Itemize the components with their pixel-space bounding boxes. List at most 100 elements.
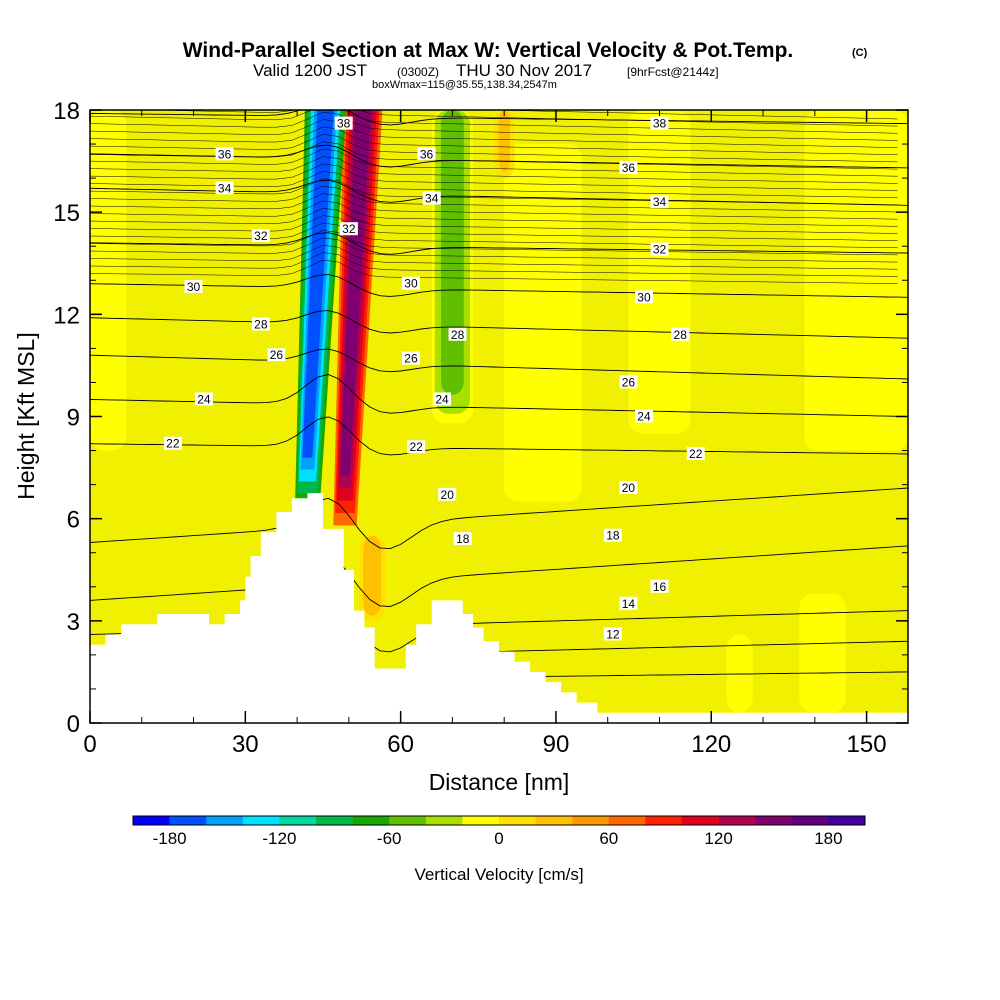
velocity-band-5-4 <box>813 593 832 699</box>
svg-text:28: 28 <box>451 328 465 342</box>
colorbar: -180 -120 -60 0 60 120 180 <box>132 815 866 848</box>
velocity-field-layer <box>90 110 908 713</box>
colorbar-swatch <box>425 816 463 825</box>
contour-label-16: 16 <box>650 579 669 594</box>
contour-label-36: 36 <box>215 147 234 161</box>
svg-text:32: 32 <box>342 222 356 236</box>
colorbar-tick-label: -180 <box>153 829 187 848</box>
y-tick-label: 12 <box>53 302 80 329</box>
velocity-band-7-4 <box>835 110 877 410</box>
isentrope-minor-20 <box>90 111 898 141</box>
contour-label-36: 36 <box>417 147 436 161</box>
colorbar-swatch <box>206 816 244 825</box>
chart-title-mark: (C) <box>852 47 868 59</box>
contour-label-22: 22 <box>407 440 426 454</box>
velocity-band-9-4 <box>366 535 378 611</box>
colorbar-swatch <box>279 816 317 825</box>
x-tick-label: 0 <box>83 731 96 758</box>
contour-label-38: 38 <box>334 116 353 131</box>
subtitle-date: THU 30 Nov 2017 <box>456 61 592 80</box>
isentrope-22 <box>90 416 908 456</box>
terrain-mask <box>90 493 908 723</box>
y-tick-label: 0 <box>67 711 80 738</box>
svg-text:30: 30 <box>404 277 418 291</box>
svg-text:30: 30 <box>637 290 651 304</box>
contour-label-12: 12 <box>603 627 622 641</box>
isentrope-24 <box>90 374 908 417</box>
contour-label-18: 18 <box>453 532 472 546</box>
y-tick-label: 9 <box>67 405 80 432</box>
svg-text:22: 22 <box>689 447 703 461</box>
contour-label-30: 30 <box>401 276 420 291</box>
svg-text:32: 32 <box>254 229 268 243</box>
contour-label-26: 26 <box>267 348 286 362</box>
colorbar-tick-label: -60 <box>377 829 402 848</box>
svg-text:26: 26 <box>404 352 418 366</box>
svg-text:12: 12 <box>606 627 620 641</box>
isentrope-28 <box>90 310 908 339</box>
contour-label-22: 22 <box>686 446 705 461</box>
contour-label-30: 30 <box>184 280 203 294</box>
svg-text:26: 26 <box>622 375 636 389</box>
svg-text:28: 28 <box>674 328 688 342</box>
contour-label-layer: 36 34 32 30 28 26 24 22 38 32 36 34 30 26 22 28 24 20 18 38… <box>163 116 705 641</box>
colorbar-swatch <box>682 816 719 825</box>
colorbar-swatch <box>828 816 866 825</box>
colorbar-swatch <box>352 816 390 825</box>
svg-text:30: 30 <box>187 280 201 294</box>
svg-text:34: 34 <box>425 192 439 206</box>
subtitle-box: boxWmax=115@35.55,138.34,2547m <box>372 79 557 91</box>
isentrope-minor-13 <box>90 163 898 191</box>
isentrope-minor-19 <box>90 119 898 148</box>
contour-label-26: 26 <box>401 351 420 366</box>
colorbar-swatch <box>535 816 573 825</box>
colorbar-swatch <box>645 816 683 825</box>
svg-text:20: 20 <box>441 488 455 502</box>
y-tick-label: 15 <box>53 200 80 227</box>
y-tick-label: 6 <box>67 507 80 534</box>
contour-label-34: 34 <box>650 194 669 209</box>
isentrope-20 <box>90 487 908 550</box>
contour-label-26: 26 <box>619 375 638 389</box>
svg-text:26: 26 <box>270 348 284 362</box>
chart-title: Wind-Parallel Section at Max W: Vertical… <box>183 39 794 62</box>
svg-text:34: 34 <box>653 195 667 209</box>
velocity-band-8-4 <box>734 634 745 704</box>
colorbar-swatch <box>389 816 427 825</box>
svg-text:22: 22 <box>166 437 180 451</box>
x-tick-label: 90 <box>543 731 570 758</box>
x-tick-label: 120 <box>691 731 731 758</box>
svg-text:18: 18 <box>456 532 470 546</box>
isentrope-minor-21 <box>90 110 898 134</box>
contour-label-32: 32 <box>650 242 669 257</box>
colorbar-tick-label: 60 <box>599 829 618 848</box>
colorbar-swatch <box>572 816 610 825</box>
svg-text:24: 24 <box>637 410 651 424</box>
svg-text:20: 20 <box>622 481 636 495</box>
svg-text:24: 24 <box>435 392 449 406</box>
isentrope-minor-8 <box>90 200 898 227</box>
contour-label-30: 30 <box>634 290 653 304</box>
svg-text:22: 22 <box>409 440 423 454</box>
isentrope-minor-18 <box>90 126 898 155</box>
contour-label-20: 20 <box>438 487 457 502</box>
contour-label-28: 28 <box>448 327 467 342</box>
contour-label-36: 36 <box>619 160 638 175</box>
subtitle-utc: (0300Z) <box>397 65 439 79</box>
isentrope-minor-22 <box>142 110 898 127</box>
svg-text:38: 38 <box>653 117 667 131</box>
colorbar-tick-label: -120 <box>262 829 296 848</box>
contour-label-28: 28 <box>251 317 270 332</box>
svg-text:34: 34 <box>218 181 232 195</box>
svg-text:28: 28 <box>254 318 268 332</box>
isentrope-minor-3 <box>90 237 898 263</box>
svg-text:16: 16 <box>653 580 667 594</box>
x-tick-label: 30 <box>232 731 259 758</box>
colorbar-tick-label: 180 <box>814 829 842 848</box>
isentrope-minor-4 <box>90 230 898 256</box>
colorbar-swatch <box>499 816 536 825</box>
contour-label-32: 32 <box>251 229 270 243</box>
contour-label-32: 32 <box>339 222 358 236</box>
contour-label-20: 20 <box>619 481 638 495</box>
colorbar-label: Vertical Velocity [cm/s] <box>414 865 583 884</box>
